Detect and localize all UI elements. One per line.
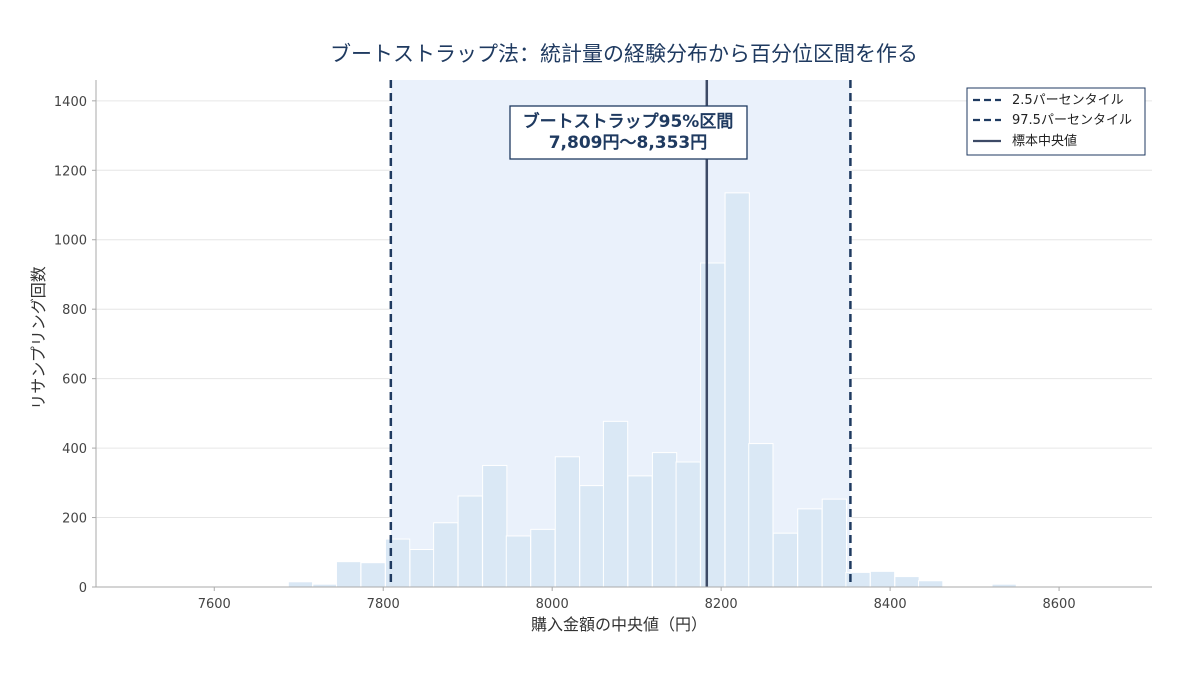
y-tick-label-7: 1400 xyxy=(54,95,87,110)
histogram-bar-12 xyxy=(579,485,605,588)
histogram-bar-6 xyxy=(433,522,459,588)
x-tick-label-4: 8400 xyxy=(874,597,907,612)
legend-label-lower: 2.5パーセンタイル xyxy=(1012,93,1124,108)
histogram-bar-14 xyxy=(627,475,653,588)
y-tick-label-2: 400 xyxy=(62,442,87,457)
x-tick-label-5: 8600 xyxy=(1043,597,1076,612)
histogram-bar-10 xyxy=(530,528,556,588)
histogram-bar-16 xyxy=(675,461,701,588)
histogram-bar-13 xyxy=(602,420,629,588)
histogram-bar-5 xyxy=(409,548,435,588)
histogram-bar-8 xyxy=(482,464,508,588)
y-axis-label: リサンプリング回数 xyxy=(29,266,48,410)
y-tick-label-4: 800 xyxy=(62,303,87,318)
reference-lines xyxy=(389,80,852,587)
y-tick-label-3: 600 xyxy=(62,373,87,388)
y-tick-label-6: 1200 xyxy=(54,164,87,179)
y-tick-label-0: 0 xyxy=(79,581,87,596)
y-axis-ticks: 0 200 400 600 800 1000 1200 1400 xyxy=(54,95,96,596)
legend: 2.5パーセンタイル 97.5パーセンタイル 標本中央値 xyxy=(966,87,1146,156)
legend-label-upper: 97.5パーセンタイル xyxy=(1012,113,1132,128)
histogram-bar-4 xyxy=(384,538,411,588)
x-tick-label-3: 8200 xyxy=(705,597,738,612)
x-tick-label-2: 8000 xyxy=(536,597,569,612)
histogram-bars xyxy=(287,192,1017,588)
x-tick-label-0: 7600 xyxy=(198,597,231,612)
axes xyxy=(95,80,1152,588)
histogram-bar-22 xyxy=(821,498,847,588)
histogram-bar-20 xyxy=(772,532,798,588)
histogram-bar-26 xyxy=(918,580,944,588)
histogram-bar-18 xyxy=(724,192,750,588)
x-tick-label-1: 7800 xyxy=(367,597,400,612)
chart-title: ブートストラップ法：統計量の経験分布から百分位区間を作る xyxy=(330,42,918,66)
histogram-bar-3 xyxy=(360,562,386,588)
histogram-bar-15 xyxy=(651,452,678,588)
histogram-bar-24 xyxy=(869,570,896,588)
histogram-bar-0 xyxy=(287,581,314,588)
x-axis-label: 購入金額の中央値（円） xyxy=(531,615,707,634)
histogram-bar-25 xyxy=(894,576,920,588)
histogram-bar-9 xyxy=(505,535,532,588)
annotation-box xyxy=(509,105,748,160)
histogram-bar-17 xyxy=(700,262,726,588)
annotation-line-2: 7,809円〜8,353円 xyxy=(549,133,708,153)
annotation-line-1: ブートストラップ95%区間 xyxy=(523,111,734,132)
histogram-bar-21 xyxy=(797,508,823,588)
legend-label-median: 標本中央値 xyxy=(1012,133,1077,149)
x-axis-ticks: 7600 7800 8000 8200 8400 8600 xyxy=(198,587,1076,612)
y-tick-label-5: 1000 xyxy=(54,234,87,249)
histogram-bar-7 xyxy=(457,495,483,588)
histogram-bar-2 xyxy=(335,561,362,588)
histogram-bar-11 xyxy=(554,456,581,588)
interval-annotation: ブートストラップ95%区間 7,809円〜8,353円 xyxy=(509,105,748,160)
y-tick-label-1: 200 xyxy=(62,512,87,527)
histogram-bar-19 xyxy=(748,443,774,588)
